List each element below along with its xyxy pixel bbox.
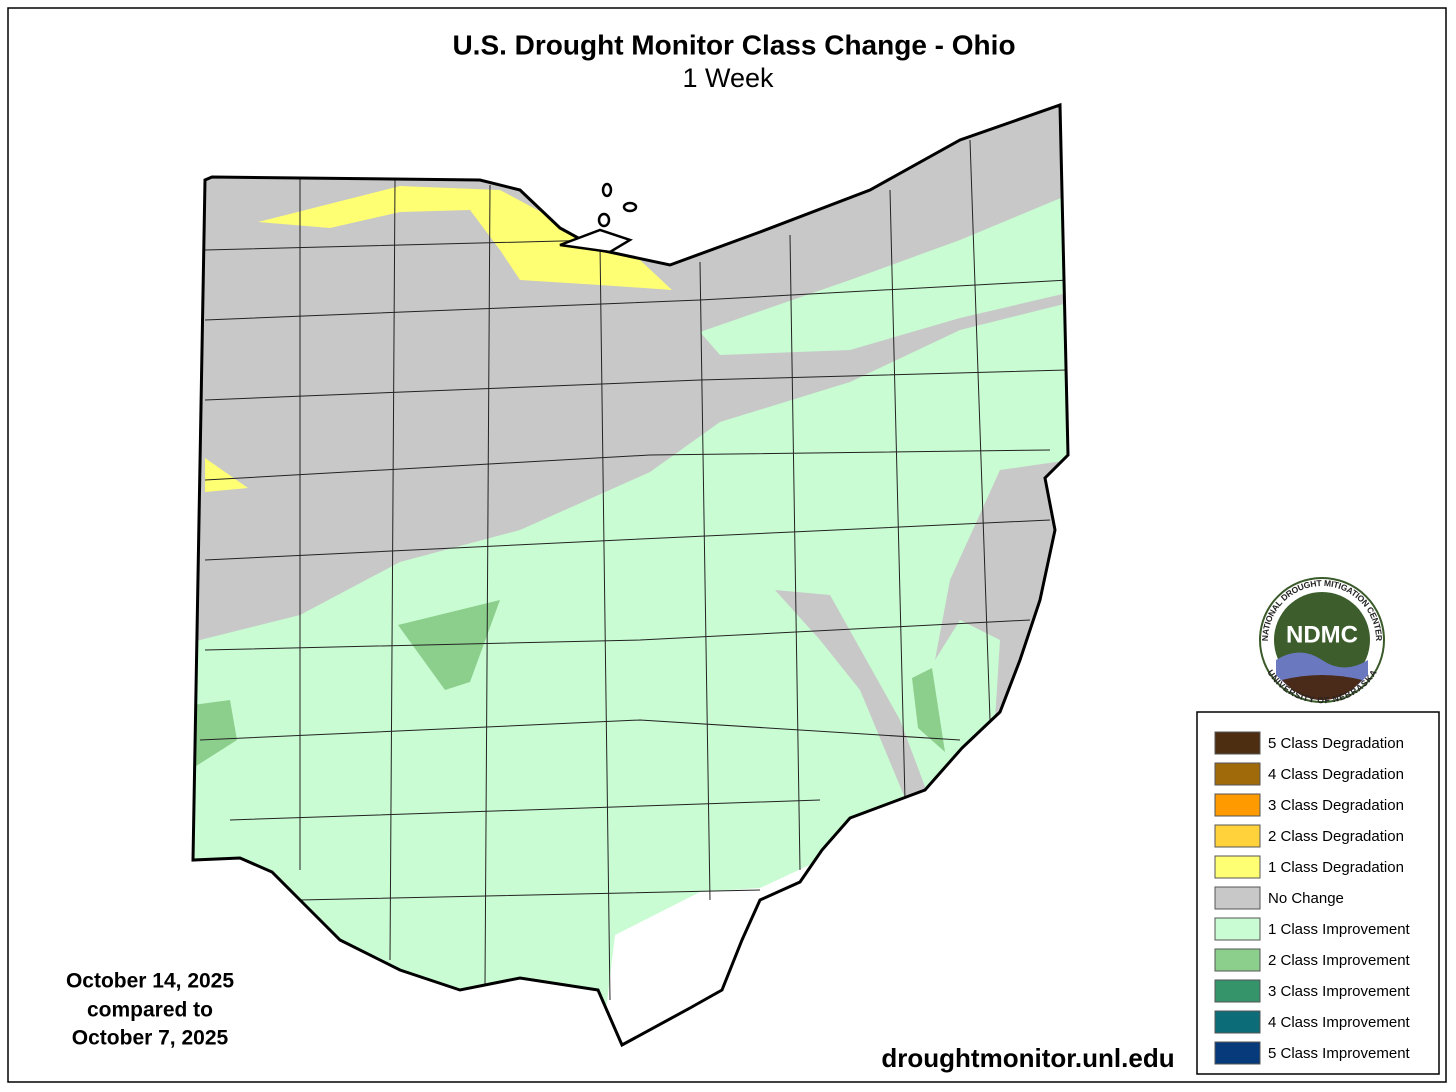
legend-swatch <box>1214 855 1261 879</box>
date-connector: compared to <box>87 999 213 1022</box>
legend: 5 Class Degradation 4 Class Degradation 3 … <box>1214 731 1411 1065</box>
legend-swatch <box>1214 948 1261 972</box>
region-2-class-improvement <box>193 700 237 768</box>
region-2-class-improvement <box>398 600 500 690</box>
legend-label: 2 Class Improvement <box>1268 952 1411 969</box>
region-2-class-improvement <box>912 668 945 752</box>
legend-label: 2 Class Degradation <box>1268 828 1404 845</box>
previous-date: October 7, 2025 <box>72 1027 229 1050</box>
legend-swatch <box>1214 917 1261 941</box>
legend-label: 5 Class Degradation <box>1268 735 1404 752</box>
region-1-class-degradation <box>258 186 672 290</box>
legend-label: 4 Class Degradation <box>1268 766 1404 783</box>
legend-label: 1 Class Degradation <box>1268 859 1404 876</box>
region-1-class-degradation <box>205 458 248 492</box>
legend-swatch <box>1214 731 1261 755</box>
legend-swatch <box>1214 762 1261 786</box>
legend-swatch <box>1214 886 1261 910</box>
map-title: U.S. Drought Monitor Class Change - Ohio <box>452 29 1015 60</box>
legend-label: 5 Class Improvement <box>1268 1045 1411 1062</box>
legend-label: 3 Class Degradation <box>1268 797 1404 814</box>
legend-label: 1 Class Improvement <box>1268 921 1411 938</box>
source-url: droughtmonitor.unl.edu <box>881 1043 1174 1073</box>
county-lines <box>199 139 1068 1001</box>
legend-swatch <box>1214 979 1261 1003</box>
legend-swatch <box>1214 1041 1261 1065</box>
region-no-change <box>775 590 930 810</box>
legend-swatch <box>1214 793 1261 817</box>
legend-swatch <box>1214 824 1261 848</box>
lake-islands <box>559 182 638 254</box>
legend-label: 3 Class Improvement <box>1268 983 1411 1000</box>
region-improvement <box>700 190 1068 355</box>
legend-label: No Change <box>1268 890 1344 907</box>
region-no-change <box>935 460 1068 720</box>
logo-abbreviation: NDMC <box>1286 621 1358 648</box>
legend-label: 4 Class Improvement <box>1268 1014 1411 1031</box>
current-date: October 14, 2025 <box>66 970 234 993</box>
ndmc-logo: NDMC NATIONAL DROUGHT MITIGATION CENTER … <box>1259 577 1385 706</box>
map-subtitle: 1 Week <box>682 63 774 93</box>
legend-swatch <box>1214 1010 1261 1034</box>
